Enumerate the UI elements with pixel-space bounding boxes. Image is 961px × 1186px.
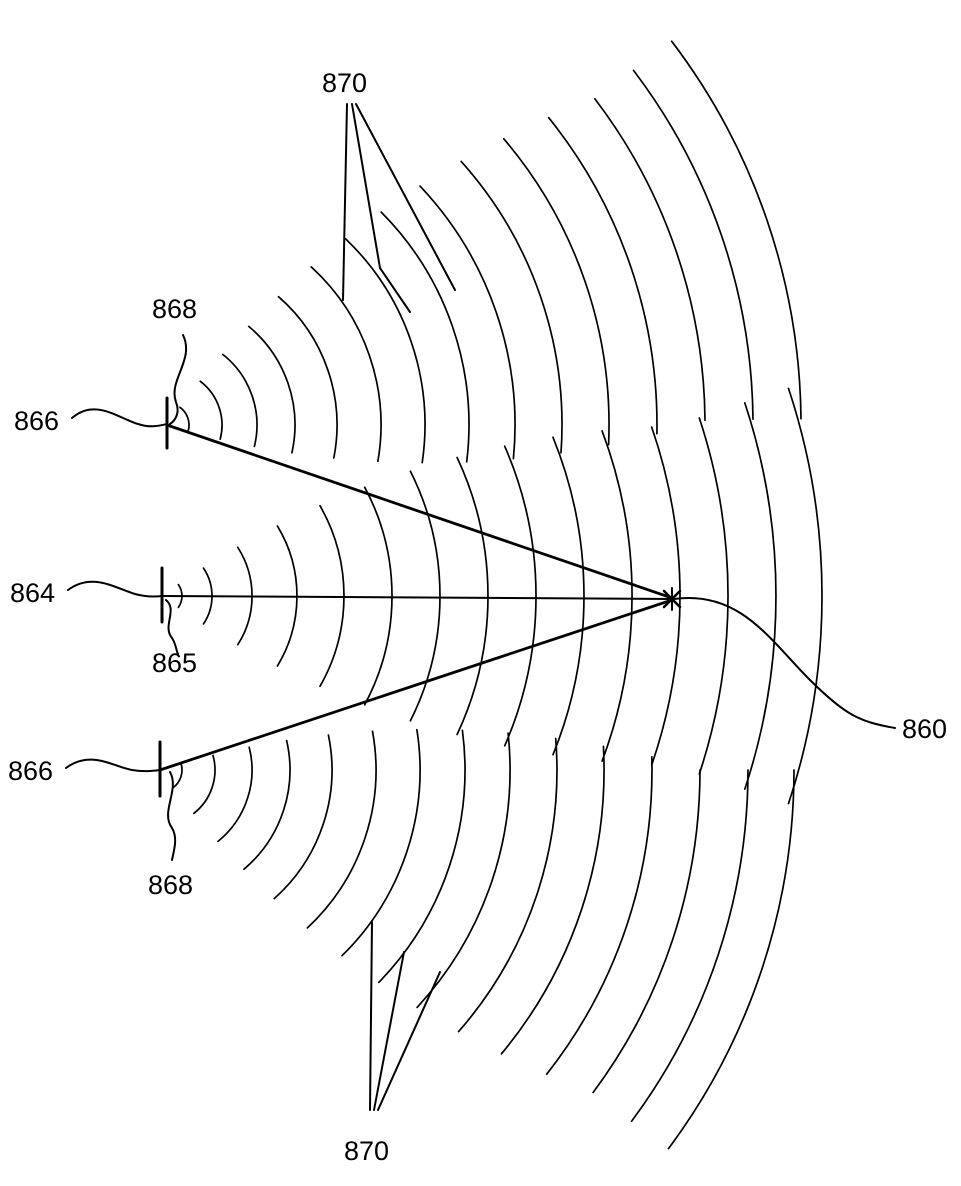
leader-865 [166,600,178,654]
wavefront-arc [505,446,536,746]
label-870-bottom: 870 [344,1136,389,1166]
wavefront-arc [669,770,795,1149]
leader-860 [674,598,895,728]
label-860: 860 [902,714,947,744]
wavefront-arc [194,755,215,813]
label-868-lower: 868 [148,870,193,900]
wavefront-arc [342,730,420,956]
wavefront-arc [420,186,515,459]
leader-864 [68,582,162,597]
wavefront-arc [549,118,657,434]
label-868-upper: 868 [152,294,197,324]
wavefront-arc [223,355,257,447]
wavefront-arc [547,757,652,1074]
label-866-upper: 866 [14,406,59,436]
wavefront-arc [346,239,425,463]
leader-868-lower [168,772,175,860]
wavefront-arc [634,70,754,419]
wavefront-arc [274,735,332,899]
wavefront-arc [789,388,823,803]
wavefront-arc [379,730,465,982]
lower-beam-line [160,600,672,770]
wavefront-arc [417,733,510,1007]
wavefront-arc [593,770,700,1093]
leader-866-upper [72,409,167,426]
wavefront-arc [461,161,562,452]
wavefront-arc [595,99,705,420]
wavefront-arc [699,418,728,774]
center-beam-line [162,596,672,599]
label-865: 865 [152,648,197,678]
leader-866-lower [66,760,160,772]
wavefront-arc [180,407,189,431]
wavefront-arc [553,437,584,754]
wavefront-arc [307,731,376,928]
wavefront-arc [745,403,776,789]
wavefront-arc [602,431,632,761]
upper-beam-line [167,425,672,598]
wavefront-arc [459,739,557,1032]
wavefront-arc [200,381,222,439]
wavefront-arc [218,747,252,841]
label-870-top: 870 [322,68,367,98]
wavefront-arc [502,746,605,1054]
wavefronts-upper-transducer [180,41,801,462]
wavefronts-lower-transducer [173,730,794,1149]
wavefront-arc [311,267,381,462]
leader-870-bottom [370,922,440,1110]
wavefront-arc [365,487,392,704]
label-866-lower: 866 [8,756,53,786]
wavefront-arc [672,41,801,418]
wavefront-arc [173,764,182,788]
wavefront-arc [457,458,488,735]
wavefront-arc [249,326,295,452]
label-864: 864 [10,578,55,608]
wavefront-arc [279,297,338,458]
